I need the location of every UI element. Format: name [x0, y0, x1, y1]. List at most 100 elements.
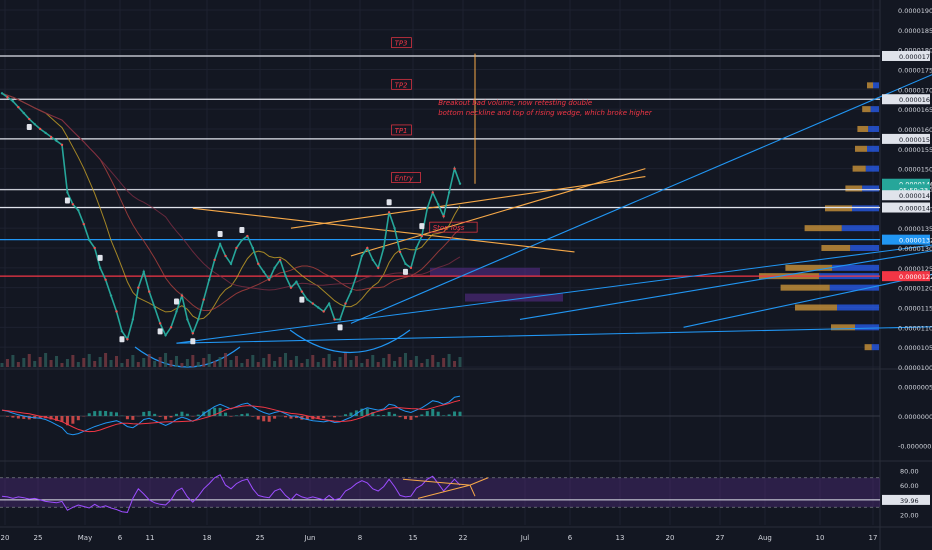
volume-profile-bar-down [804, 225, 842, 232]
volume-bar [131, 355, 135, 367]
time-tick-label: 6 [118, 534, 123, 542]
price-point [289, 286, 293, 289]
orange-trendline[interactable] [192, 207, 575, 253]
annotation-box [429, 221, 478, 233]
price-point [71, 203, 75, 206]
macd-histogram-bar [142, 411, 146, 416]
volume-bar [191, 355, 195, 367]
price-point [142, 270, 145, 273]
pattern-arc [289, 329, 411, 354]
price-point [436, 203, 440, 206]
macd-histogram-bar [371, 412, 375, 416]
macd-histogram-bar [245, 413, 249, 416]
price-point [33, 123, 36, 126]
volume-bar [453, 361, 457, 367]
volume-bar [65, 359, 69, 367]
volume-profile-bar-up [873, 82, 879, 89]
volume-bar [267, 354, 271, 367]
price-highlight-badge [882, 178, 930, 189]
pivot-marker [386, 199, 392, 206]
pivot-marker [402, 268, 408, 275]
volume-bar [147, 354, 151, 367]
blue-trendline[interactable] [519, 224, 932, 320]
price-highlight-label: 0.00001784 [899, 53, 932, 61]
volume-bar [387, 354, 391, 367]
time-tick-label: 10 [816, 534, 825, 542]
price-point [55, 139, 58, 143]
volume-bar [98, 357, 102, 367]
price-pane[interactable] [0, 6, 932, 368]
macd-histogram-bar [360, 408, 364, 416]
macd-histogram-bar [109, 411, 113, 416]
volume-bar [327, 354, 331, 367]
blue-trendline[interactable] [683, 240, 932, 328]
volume-profile-bar-up [832, 264, 879, 271]
price-point [164, 334, 167, 337]
rsi-tick-label: 80.00 [900, 467, 919, 475]
time-tick-label: 18 [203, 534, 212, 542]
macd-histogram-bar [403, 416, 407, 420]
macd-histogram-bar [131, 416, 135, 420]
macd-histogram-bar [387, 411, 391, 416]
volume-profile-bar-up [850, 244, 879, 251]
price-point [126, 338, 129, 341]
volume-bar [240, 363, 244, 367]
pivot-marker [337, 324, 343, 331]
price-point [49, 135, 53, 139]
volume-profile-bar-up [837, 304, 879, 311]
macd-histogram-bar [344, 414, 347, 416]
volume-bar [420, 363, 424, 367]
volume-bar [414, 356, 418, 367]
volume-profile-bar-up [865, 165, 879, 172]
macd-histogram-bar [98, 410, 102, 416]
volume-bar [458, 357, 462, 367]
volume-bar [273, 361, 277, 367]
price-point [371, 258, 374, 262]
time-tick-label: 13 [616, 534, 625, 542]
macd-histogram-bar [93, 411, 97, 416]
macd-histogram-bar [185, 413, 189, 416]
price-point [355, 274, 358, 277]
price-point [186, 318, 189, 321]
price-point [377, 266, 380, 270]
price-point [333, 318, 336, 321]
price-point [338, 318, 342, 321]
blue-trendline[interactable] [350, 6, 932, 324]
moving-average-line [1, 92, 461, 291]
macd-histogram-bar [153, 413, 157, 416]
macd-histogram-bar [87, 413, 91, 416]
orange-trendline[interactable] [290, 176, 646, 229]
macd-histogram-bar [442, 415, 446, 416]
macd-histogram-bar [365, 408, 369, 416]
volume-bar [16, 362, 20, 367]
time-axis[interactable]: 20 25 May 6 11 18 25 Jun 8 15 22 Jul 6 13 20 27 Aug 10 17 [1, 534, 878, 542]
time-tick-label: 27 [716, 534, 725, 542]
price-point [169, 326, 173, 329]
volume-bar [403, 353, 407, 367]
volume-profile-bar-down [864, 344, 872, 351]
blue-trendline[interactable] [176, 224, 932, 344]
blue-trendline[interactable] [176, 323, 932, 344]
macd-histogram-bar [398, 416, 402, 418]
volume-bar [202, 358, 206, 367]
pivot-marker [97, 254, 103, 261]
price-point [431, 191, 434, 194]
macd-histogram-bar [16, 416, 20, 419]
price-point [38, 127, 42, 131]
volume-bar [109, 360, 113, 367]
macd-histogram-bar [174, 413, 178, 416]
price-point [344, 302, 347, 305]
time-tick-label: 25 [256, 534, 265, 542]
volume-bar [158, 357, 162, 367]
macd-histogram-bar [447, 414, 451, 416]
annotation-label: Stop loss [433, 224, 465, 232]
macd-histogram-bar [11, 416, 15, 418]
